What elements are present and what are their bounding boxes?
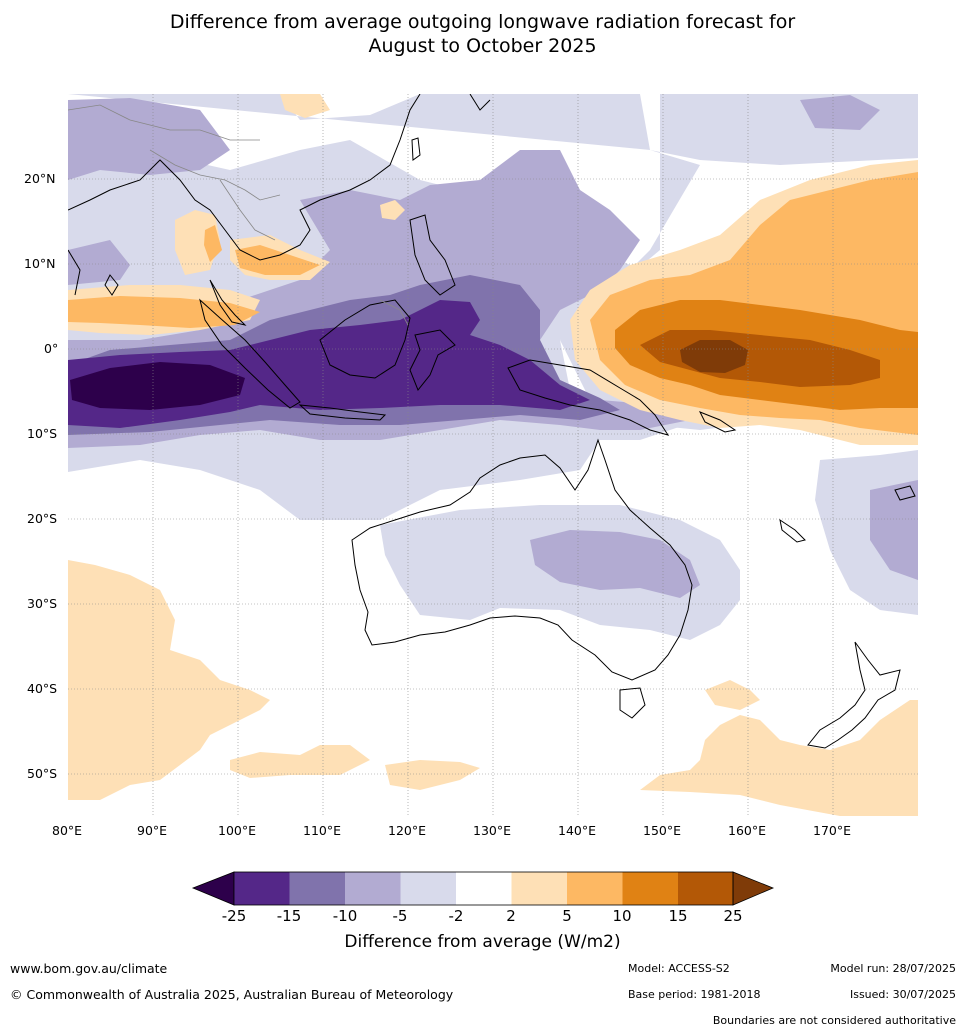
sumatra-outline: [199, 298, 301, 409]
taiwan-outline: [411, 137, 421, 161]
colorbar-tick-label: 5: [562, 907, 572, 925]
lon-tick-label: 100°E: [218, 823, 257, 838]
lon-tick-label: 120°E: [388, 823, 427, 838]
colorbar-tick-label: 15: [668, 907, 688, 925]
base-period: Base period: 1981-2018: [628, 988, 761, 1001]
lat-tick-label: 20°S: [27, 511, 58, 526]
colorbar-tick-label: 25: [723, 907, 743, 925]
asia-mainland-outline: [68, 94, 421, 261]
colorbar-tick-label: -2: [448, 907, 464, 925]
lon-tick-label: 90°E: [137, 823, 168, 838]
lat-tick-label: 20°N: [24, 171, 56, 186]
solomon-islands-outline: [698, 411, 737, 433]
title-line-2: August to October 2025: [368, 35, 597, 57]
lon-tick-label: 140°E: [558, 823, 597, 838]
lat-tick-label: 10°N: [24, 256, 56, 271]
issued-date: Issued: 30/07/2025: [849, 988, 956, 1001]
colorbar-title: Difference from average (W/m2): [344, 932, 621, 952]
colorbar-bin: [289, 872, 345, 905]
lon-tick-label: 160°E: [728, 823, 767, 838]
region-light-orange-southwest: [68, 560, 480, 800]
india-outline: [68, 249, 81, 296]
lat-tick-label: 10°S: [27, 426, 58, 441]
tasmania-outline: [619, 687, 646, 719]
colorbar-tick-label: 10: [612, 907, 632, 925]
lat-tick-label: 50°S: [27, 766, 58, 781]
colorbar-bin: [511, 872, 567, 905]
country-borders: [68, 104, 409, 326]
colorbar-tick-label: -15: [276, 907, 302, 925]
lon-tick-label: 80°E: [52, 823, 83, 838]
malay-peninsula-outline: [209, 279, 247, 326]
lat-tick-label: 30°S: [27, 596, 58, 611]
philippines-outline: [409, 214, 456, 296]
model-run-date: Model run: 28/07/2025: [830, 962, 956, 975]
colorbar-bin: [678, 872, 733, 905]
anomaly-field: [68, 94, 918, 816]
region-orange-northwest: [68, 225, 320, 328]
region-darkest-purple: [70, 362, 245, 410]
borneo-outline: [319, 299, 411, 379]
copyright-text: © Commonwealth of Australia 2025, Austra…: [10, 987, 454, 1002]
colorbar-tick-label: -10: [332, 907, 358, 925]
java-outline: [298, 404, 387, 421]
boundaries-disclaimer: Boundaries are not considered authoritat…: [712, 1014, 956, 1027]
colorbar-tick-label: 2: [506, 907, 516, 925]
new-zealand-outline: [807, 641, 901, 749]
new-guinea-outline: [507, 359, 670, 436]
lon-tick-label: 150°E: [643, 823, 682, 838]
lat-tick-label: 0°: [44, 341, 59, 356]
lon-tick-label: 130°E: [473, 823, 512, 838]
new-caledonia-outline: [779, 518, 806, 543]
colorbar-bin: [622, 872, 678, 905]
title-line-1: Difference from average outgoing longwav…: [169, 11, 796, 33]
sulawesi-outline: [409, 329, 456, 391]
website-link[interactable]: www.bom.gov.au/climate: [10, 961, 168, 976]
coastlines: [68, 94, 916, 749]
region-lilac-australia: [530, 530, 700, 598]
sri-lanka-outline: [104, 274, 119, 296]
lat-tick-label: 40°S: [27, 681, 58, 696]
japan-outline: [469, 94, 491, 111]
region-lilac-pacific-patch: [800, 95, 880, 130]
colorbar-bin: [345, 872, 401, 905]
lon-tick-label: 110°E: [303, 823, 342, 838]
region-lilac-north: [68, 98, 230, 180]
colorbar: [191, 871, 775, 906]
map-title: Difference from average outgoing longwav…: [0, 10, 965, 58]
colorbar-high-extension: [732, 871, 775, 906]
colorbar-bin: [456, 872, 512, 905]
colorbar-bin: [400, 872, 456, 905]
region-lilac-east: [870, 480, 918, 580]
colorbar-tick-label: -25: [221, 907, 247, 925]
colorbar-bin: [234, 872, 290, 905]
region-light-orange-southeast: [640, 680, 918, 816]
lon-tick-label: 170°E: [813, 823, 852, 838]
gridlines: [68, 94, 918, 816]
model-name: Model: ACCESS-S2: [628, 962, 730, 975]
australia-outline: [351, 438, 693, 681]
colorbar-low-extension: [191, 871, 235, 906]
colorbar-tick-label: -5: [392, 907, 408, 925]
colorbar-bin: [567, 872, 623, 905]
region-darkest-brown: [680, 340, 748, 373]
fiji-outline: [894, 485, 916, 501]
